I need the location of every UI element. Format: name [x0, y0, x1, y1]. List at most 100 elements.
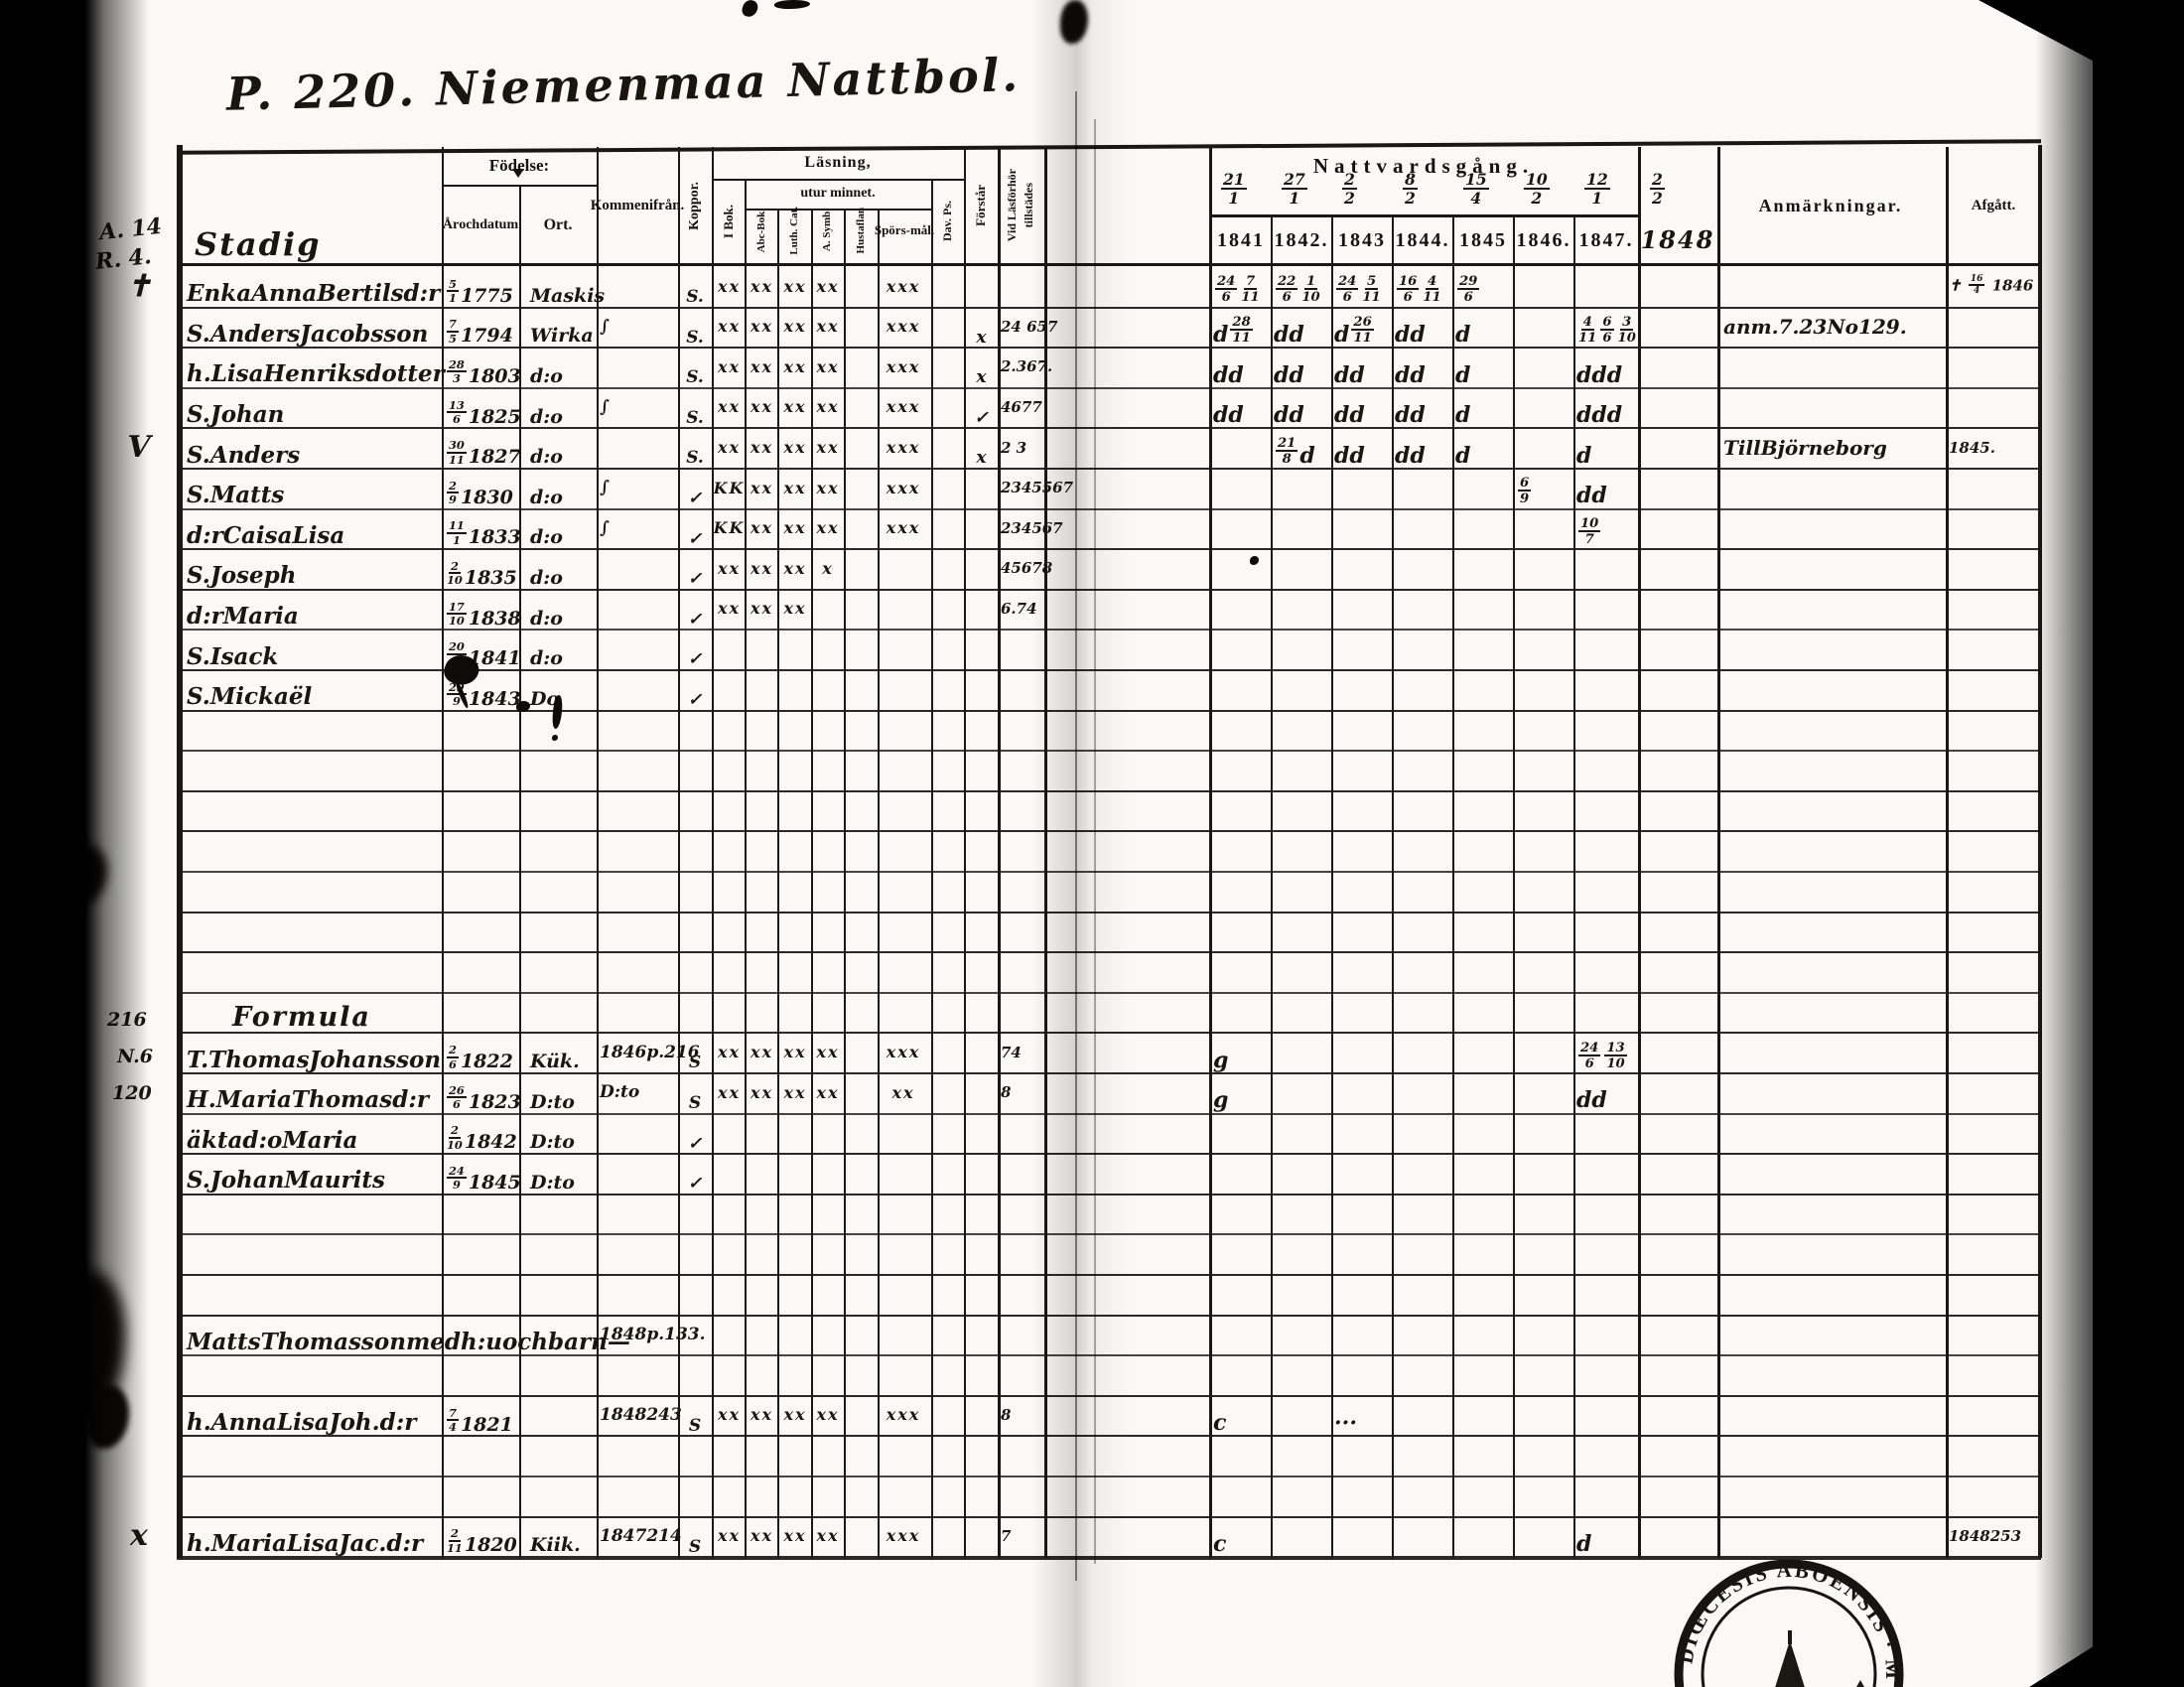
- fold-line: [1075, 91, 1077, 1581]
- rule-line: [519, 185, 521, 1558]
- communion-cell: d d: [1395, 322, 1426, 348]
- diocese-stamp: · DIŒCESIS ABOENSIS · M: [1660, 1543, 1904, 1687]
- understands-cell: x: [976, 448, 987, 469]
- rule-line: [1946, 147, 1949, 1558]
- margin-mark: x: [130, 1518, 148, 1554]
- reading-mark-cell: xx: [750, 276, 774, 296]
- reading-mark-cell: xx: [816, 1082, 840, 1102]
- smallpox-cell: ✓: [687, 1133, 703, 1154]
- reading-mark-cell: xx: [816, 1405, 840, 1425]
- reading-mark-cell: xxx: [886, 317, 921, 337]
- communion-cell: g: [1213, 1087, 1229, 1114]
- birthplace-cell: Maskis: [530, 284, 606, 307]
- understands-cell: ✓: [974, 407, 989, 428]
- birthplace-cell: Kiik.: [530, 1534, 581, 1557]
- arrived-from-cell: 1847 214: [600, 1525, 682, 1546]
- reading-mark-cell: xx: [717, 599, 742, 619]
- communion-cell: d d: [1274, 322, 1304, 348]
- rule-line: [964, 147, 966, 1558]
- reading-mark-cell: xx: [750, 437, 774, 457]
- name-cell: d:r Maria: [187, 603, 299, 631]
- rule-line: [177, 507, 2041, 510]
- rule-line: [177, 427, 2041, 430]
- communion-cell: d d: [1334, 442, 1365, 469]
- margin-mark: ✝: [126, 268, 152, 304]
- birthdate-cell: 30 11 1827: [447, 438, 521, 469]
- rule-line: [177, 386, 2041, 389]
- communion-cell: d 28 11: [1213, 314, 1253, 348]
- rule-line: [177, 1556, 2041, 1561]
- birthdate-cell: 2 11 1820: [447, 1526, 517, 1557]
- reading-mark-cell: xx: [816, 397, 840, 417]
- rule-line: [177, 871, 2041, 873]
- rule-line: [2038, 145, 2042, 1558]
- col-header-forstar: Förstår: [973, 185, 988, 226]
- rule-line: [931, 179, 933, 1558]
- reading-mark-cell: xx: [783, 1526, 807, 1546]
- fold-line: [1094, 119, 1096, 1564]
- name-cell: S. Johan: [187, 401, 285, 429]
- col-header-a-symb: A. Symb.: [821, 209, 833, 252]
- rule-line: [1209, 214, 1638, 217]
- attendance-sections-cell: 467 7: [1001, 398, 1042, 416]
- smallpox-cell: ✓: [687, 488, 703, 508]
- rule-line: [811, 209, 813, 1558]
- reading-mark-cell: xxx: [886, 1526, 921, 1546]
- reading-mark-cell: xxx: [886, 437, 921, 457]
- rule-line: [844, 209, 846, 1558]
- reading-mark-cell: xx: [717, 397, 742, 417]
- name-cell: h. Lisa Henriksdotter: [187, 360, 445, 388]
- rule-line: [177, 145, 183, 1558]
- reading-mark-cell: xx: [750, 599, 774, 619]
- reading-mark-cell: xxx: [886, 478, 921, 497]
- departed-cell: ✝ 16 4 1846: [1949, 273, 2034, 296]
- rule-line: [177, 750, 2041, 753]
- remarks-cell: Till Björneborg: [1723, 435, 1887, 460]
- rule-line: [177, 991, 2041, 994]
- communion-date: 15 4: [1463, 169, 1489, 208]
- reading-mark-cell: xx: [891, 1082, 915, 1102]
- communion-cell: d: [1576, 1531, 1592, 1557]
- birthplace-cell: Do: [530, 687, 560, 710]
- birthdate-cell: 24 9 1845: [447, 1163, 521, 1194]
- communion-date: 10 2: [1524, 169, 1550, 208]
- reading-mark-cell: xx: [816, 317, 840, 337]
- rule-line: [177, 951, 2041, 954]
- attendance-sections-cell: 74: [1001, 1043, 1022, 1061]
- reading-mark-cell: xx: [816, 518, 840, 538]
- col-header-i-bok: I Bok.: [720, 205, 736, 238]
- scan-artifact: [774, 0, 810, 9]
- communion-cell: d d: [1395, 361, 1426, 388]
- communion-cell: 24 6 5 11: [1336, 274, 1381, 306]
- reading-mark-cell: KK: [713, 518, 746, 538]
- reading-mark-cell: xx: [783, 397, 807, 417]
- communion-cell: d: [1455, 361, 1471, 388]
- communion-date: 12 1: [1584, 169, 1610, 208]
- arrived-from-cell: 1846 p.216: [600, 1042, 700, 1062]
- reading-mark-cell: xx: [750, 397, 774, 417]
- reading-mark-cell: xx: [750, 317, 774, 337]
- attendance-sections-cell: 2.3 67.: [1001, 357, 1053, 376]
- rule-line: [177, 629, 2041, 632]
- rule-line: [1331, 214, 1333, 1558]
- rule-line: [177, 669, 2041, 671]
- col-header-nattvardsgang: Nattvardsgång.: [1312, 153, 1535, 178]
- birthplace-cell: D:to: [530, 1090, 575, 1113]
- attendance-sections-cell: 2 3: [1001, 438, 1027, 457]
- rule-line: [177, 830, 2041, 833]
- ink-blot: [516, 701, 530, 712]
- communion-cell: c: [1213, 1531, 1227, 1557]
- reading-mark-cell: xx: [750, 1042, 774, 1061]
- col-header-dav-ps: Dav. Ps.: [940, 201, 954, 242]
- communion-cell: d d: [1213, 361, 1244, 388]
- attendance-sections-cell: 234 567: [1001, 518, 1063, 537]
- communion-cell: d: [1455, 442, 1471, 469]
- col-header-afgatt: Afgått.: [1971, 197, 2016, 213]
- reading-mark-cell: xxx: [886, 356, 921, 376]
